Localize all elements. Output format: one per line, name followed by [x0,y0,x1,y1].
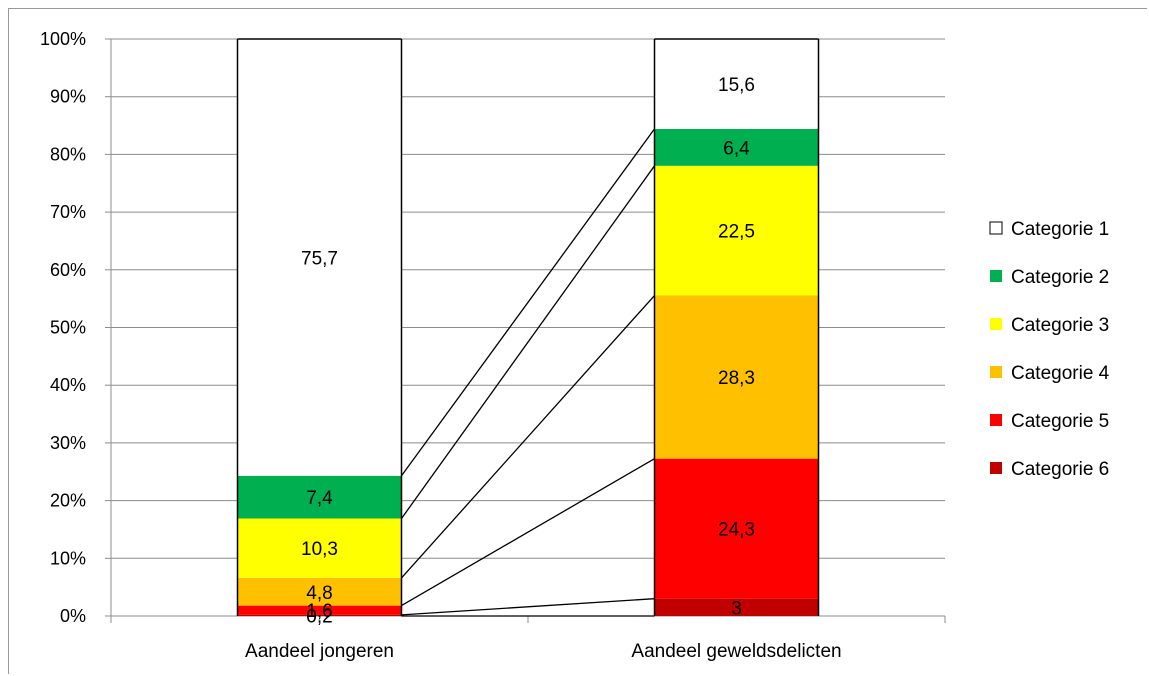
chart-frame [8,8,1147,674]
data-label: 0,2 [306,606,332,627]
y-tick-label: 70% [50,202,86,222]
legend: Categorie 1 Categorie 2 Categorie 3 Categor… [989,219,1110,480]
bar-segment [237,605,402,615]
bar-segment [237,577,402,606]
tick-labels: 0% 10% 20% 30% 40% 50% 60% 70% 80% 90% 100% Aandeel… [40,29,842,662]
bar-segment [654,295,819,459]
bar-segment [654,598,819,616]
legend-label: Categorie 5 [1011,411,1109,432]
data-label: 10,3 [301,539,338,560]
gridlines [111,38,945,559]
bars [236,38,820,616]
y-tick-label: 60% [50,260,86,280]
legend-label: Categorie 4 [1011,363,1110,384]
data-label: 24,3 [718,520,755,541]
series-line [400,128,656,477]
series-line [401,458,655,607]
legend-label: Categorie 6 [1011,459,1109,480]
data-label: 75,7 [301,248,338,269]
bar-segment [654,165,819,296]
y-tick-label: 100% [40,29,86,49]
series-line [401,598,655,616]
y-tick-label: 10% [50,548,86,568]
data-label: 28,3 [718,368,755,389]
legend-label: Categorie 2 [1011,267,1109,288]
legend-swatch [990,462,1002,474]
y-tick-label: 50% [50,318,86,338]
bar-segment [237,614,402,616]
data-label: 6,4 [723,138,750,159]
series-line [400,165,656,519]
data-label: 15,6 [718,75,755,96]
bar-segment [237,518,402,578]
series-line [401,295,655,579]
legend-swatch [990,318,1002,330]
series-lines [400,128,656,617]
legend-label: Categorie 1 [1011,219,1109,240]
bar-segment [654,458,819,599]
y-tick-label: 20% [50,491,86,511]
data-label: 3 [731,598,742,619]
data-labels: 0,21,64,8 10,3 7,4 75,7 3 24,3 28,3 22,5 6,4 15,6 [301,75,755,627]
data-label: 7,4 [306,488,333,509]
y-tick-label: 80% [50,144,86,164]
x-category-label: Aandeel geweldsdelicten [631,641,841,662]
legend-label: Categorie 3 [1011,315,1109,336]
legend-swatch [989,221,1003,235]
bar-segment [654,39,819,129]
y-tick-label: 0% [60,606,86,626]
y-tick-label: 90% [50,87,86,107]
legend-swatch [990,270,1002,282]
bar-segment [237,39,402,476]
y-tick-label: 30% [50,433,86,453]
data-label: 1,6 [306,601,332,622]
data-label: 22,5 [718,222,755,243]
bar-segment [237,475,402,519]
legend-swatch [990,366,1002,378]
legend-swatch [990,414,1002,426]
data-label: 4,8 [306,583,332,604]
bar-segment [654,128,819,166]
y-tick-label: 40% [50,375,86,395]
x-category-label: Aandeel jongeren [245,641,394,662]
